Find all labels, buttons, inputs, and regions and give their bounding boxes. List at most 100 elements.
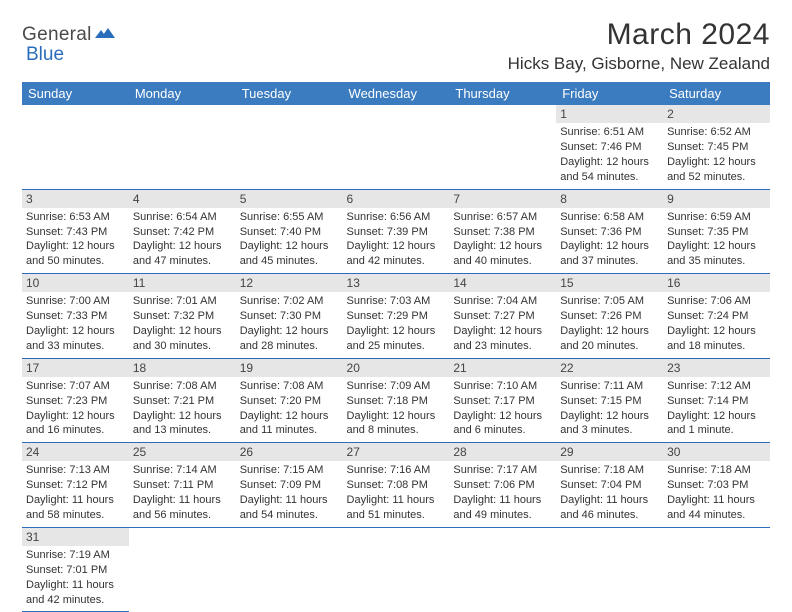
sunset-text: Sunset: 7:08 PM xyxy=(347,478,446,493)
day-content: Sunrise: 7:11 AMSunset: 7:15 PMDaylight:… xyxy=(556,377,663,442)
daylight-text: Daylight: 12 hours and 28 minutes. xyxy=(240,324,339,354)
daylight-text: Daylight: 12 hours and 42 minutes. xyxy=(347,239,446,269)
day-number: 3 xyxy=(22,190,129,208)
day-content: Sunrise: 7:05 AMSunset: 7:26 PMDaylight:… xyxy=(556,292,663,357)
day-number: 30 xyxy=(663,443,770,461)
day-content: Sunrise: 7:07 AMSunset: 7:23 PMDaylight:… xyxy=(22,377,129,442)
day-cell: 23Sunrise: 7:12 AMSunset: 7:14 PMDayligh… xyxy=(663,358,770,443)
day-content: Sunrise: 7:08 AMSunset: 7:20 PMDaylight:… xyxy=(236,377,343,442)
daylight-text: Daylight: 12 hours and 30 minutes. xyxy=(133,324,232,354)
day-cell: 24Sunrise: 7:13 AMSunset: 7:12 PMDayligh… xyxy=(22,443,129,528)
title-block: March 2024 Hicks Bay, Gisborne, New Zeal… xyxy=(508,18,770,74)
daylight-text: Daylight: 12 hours and 8 minutes. xyxy=(347,409,446,439)
day-content: Sunrise: 7:02 AMSunset: 7:30 PMDaylight:… xyxy=(236,292,343,357)
empty-cell xyxy=(22,105,129,189)
day-header: Monday xyxy=(129,82,236,105)
day-content: Sunrise: 7:19 AMSunset: 7:01 PMDaylight:… xyxy=(22,546,129,611)
day-cell: 8Sunrise: 6:58 AMSunset: 7:36 PMDaylight… xyxy=(556,189,663,274)
day-cell: 7Sunrise: 6:57 AMSunset: 7:38 PMDaylight… xyxy=(449,189,556,274)
sunset-text: Sunset: 7:43 PM xyxy=(26,225,125,240)
day-content: Sunrise: 7:17 AMSunset: 7:06 PMDaylight:… xyxy=(449,461,556,526)
daylight-text: Daylight: 12 hours and 18 minutes. xyxy=(667,324,766,354)
day-cell: 9Sunrise: 6:59 AMSunset: 7:35 PMDaylight… xyxy=(663,189,770,274)
day-cell: 15Sunrise: 7:05 AMSunset: 7:26 PMDayligh… xyxy=(556,274,663,359)
daylight-text: Daylight: 12 hours and 52 minutes. xyxy=(667,155,766,185)
day-number: 22 xyxy=(556,359,663,377)
sunset-text: Sunset: 7:14 PM xyxy=(667,394,766,409)
day-number: 9 xyxy=(663,190,770,208)
day-cell: 18Sunrise: 7:08 AMSunset: 7:21 PMDayligh… xyxy=(129,358,236,443)
empty-cell xyxy=(449,105,556,189)
sunrise-text: Sunrise: 7:08 AM xyxy=(133,379,232,394)
empty-cell xyxy=(663,527,770,612)
day-header: Sunday xyxy=(22,82,129,105)
day-header-row: SundayMondayTuesdayWednesdayThursdayFrid… xyxy=(22,82,770,105)
sunrise-text: Sunrise: 7:19 AM xyxy=(26,548,125,563)
day-cell: 13Sunrise: 7:03 AMSunset: 7:29 PMDayligh… xyxy=(343,274,450,359)
sunset-text: Sunset: 7:33 PM xyxy=(26,309,125,324)
daylight-text: Daylight: 11 hours and 46 minutes. xyxy=(560,493,659,523)
day-number: 20 xyxy=(343,359,450,377)
flag-icon xyxy=(95,24,117,45)
day-content: Sunrise: 7:03 AMSunset: 7:29 PMDaylight:… xyxy=(343,292,450,357)
day-cell: 10Sunrise: 7:00 AMSunset: 7:33 PMDayligh… xyxy=(22,274,129,359)
day-cell: 19Sunrise: 7:08 AMSunset: 7:20 PMDayligh… xyxy=(236,358,343,443)
day-header: Thursday xyxy=(449,82,556,105)
daylight-text: Daylight: 11 hours and 58 minutes. xyxy=(26,493,125,523)
sunset-text: Sunset: 7:32 PM xyxy=(133,309,232,324)
sunset-text: Sunset: 7:06 PM xyxy=(453,478,552,493)
day-cell: 14Sunrise: 7:04 AMSunset: 7:27 PMDayligh… xyxy=(449,274,556,359)
day-number: 23 xyxy=(663,359,770,377)
day-content: Sunrise: 7:18 AMSunset: 7:03 PMDaylight:… xyxy=(663,461,770,526)
week-row: 24Sunrise: 7:13 AMSunset: 7:12 PMDayligh… xyxy=(22,443,770,528)
sunset-text: Sunset: 7:39 PM xyxy=(347,225,446,240)
empty-cell xyxy=(556,527,663,612)
day-cell: 27Sunrise: 7:16 AMSunset: 7:08 PMDayligh… xyxy=(343,443,450,528)
sunset-text: Sunset: 7:42 PM xyxy=(133,225,232,240)
sunset-text: Sunset: 7:26 PM xyxy=(560,309,659,324)
day-cell: 25Sunrise: 7:14 AMSunset: 7:11 PMDayligh… xyxy=(129,443,236,528)
sunrise-text: Sunrise: 7:09 AM xyxy=(347,379,446,394)
location: Hicks Bay, Gisborne, New Zealand xyxy=(508,54,770,74)
daylight-text: Daylight: 12 hours and 23 minutes. xyxy=(453,324,552,354)
sunset-text: Sunset: 7:03 PM xyxy=(667,478,766,493)
sunrise-text: Sunrise: 7:02 AM xyxy=(240,294,339,309)
daylight-text: Daylight: 11 hours and 51 minutes. xyxy=(347,493,446,523)
sunset-text: Sunset: 7:20 PM xyxy=(240,394,339,409)
daylight-text: Daylight: 12 hours and 45 minutes. xyxy=(240,239,339,269)
day-content: Sunrise: 7:00 AMSunset: 7:33 PMDaylight:… xyxy=(22,292,129,357)
day-cell: 28Sunrise: 7:17 AMSunset: 7:06 PMDayligh… xyxy=(449,443,556,528)
sunrise-text: Sunrise: 7:17 AM xyxy=(453,463,552,478)
sunrise-text: Sunrise: 7:12 AM xyxy=(667,379,766,394)
day-content: Sunrise: 6:56 AMSunset: 7:39 PMDaylight:… xyxy=(343,208,450,273)
daylight-text: Daylight: 12 hours and 11 minutes. xyxy=(240,409,339,439)
daylight-text: Daylight: 11 hours and 42 minutes. xyxy=(26,578,125,608)
day-cell: 17Sunrise: 7:07 AMSunset: 7:23 PMDayligh… xyxy=(22,358,129,443)
sunset-text: Sunset: 7:40 PM xyxy=(240,225,339,240)
day-number: 2 xyxy=(663,105,770,123)
sunrise-text: Sunrise: 7:01 AM xyxy=(133,294,232,309)
sunrise-text: Sunrise: 7:11 AM xyxy=(560,379,659,394)
day-cell: 11Sunrise: 7:01 AMSunset: 7:32 PMDayligh… xyxy=(129,274,236,359)
empty-cell xyxy=(236,527,343,612)
day-number: 21 xyxy=(449,359,556,377)
sunset-text: Sunset: 7:12 PM xyxy=(26,478,125,493)
day-number: 6 xyxy=(343,190,450,208)
sunset-text: Sunset: 7:45 PM xyxy=(667,140,766,155)
empty-cell xyxy=(343,105,450,189)
day-content: Sunrise: 7:04 AMSunset: 7:27 PMDaylight:… xyxy=(449,292,556,357)
week-row: 3Sunrise: 6:53 AMSunset: 7:43 PMDaylight… xyxy=(22,189,770,274)
day-content: Sunrise: 6:51 AMSunset: 7:46 PMDaylight:… xyxy=(556,123,663,188)
sunrise-text: Sunrise: 7:13 AM xyxy=(26,463,125,478)
sunrise-text: Sunrise: 6:51 AM xyxy=(560,125,659,140)
empty-cell xyxy=(449,527,556,612)
sunset-text: Sunset: 7:38 PM xyxy=(453,225,552,240)
calendar-table: SundayMondayTuesdayWednesdayThursdayFrid… xyxy=(22,82,770,612)
sunset-text: Sunset: 7:27 PM xyxy=(453,309,552,324)
sunset-text: Sunset: 7:24 PM xyxy=(667,309,766,324)
sunset-text: Sunset: 7:17 PM xyxy=(453,394,552,409)
sunrise-text: Sunrise: 7:14 AM xyxy=(133,463,232,478)
day-cell: 1Sunrise: 6:51 AMSunset: 7:46 PMDaylight… xyxy=(556,105,663,189)
daylight-text: Daylight: 12 hours and 3 minutes. xyxy=(560,409,659,439)
day-content: Sunrise: 7:16 AMSunset: 7:08 PMDaylight:… xyxy=(343,461,450,526)
